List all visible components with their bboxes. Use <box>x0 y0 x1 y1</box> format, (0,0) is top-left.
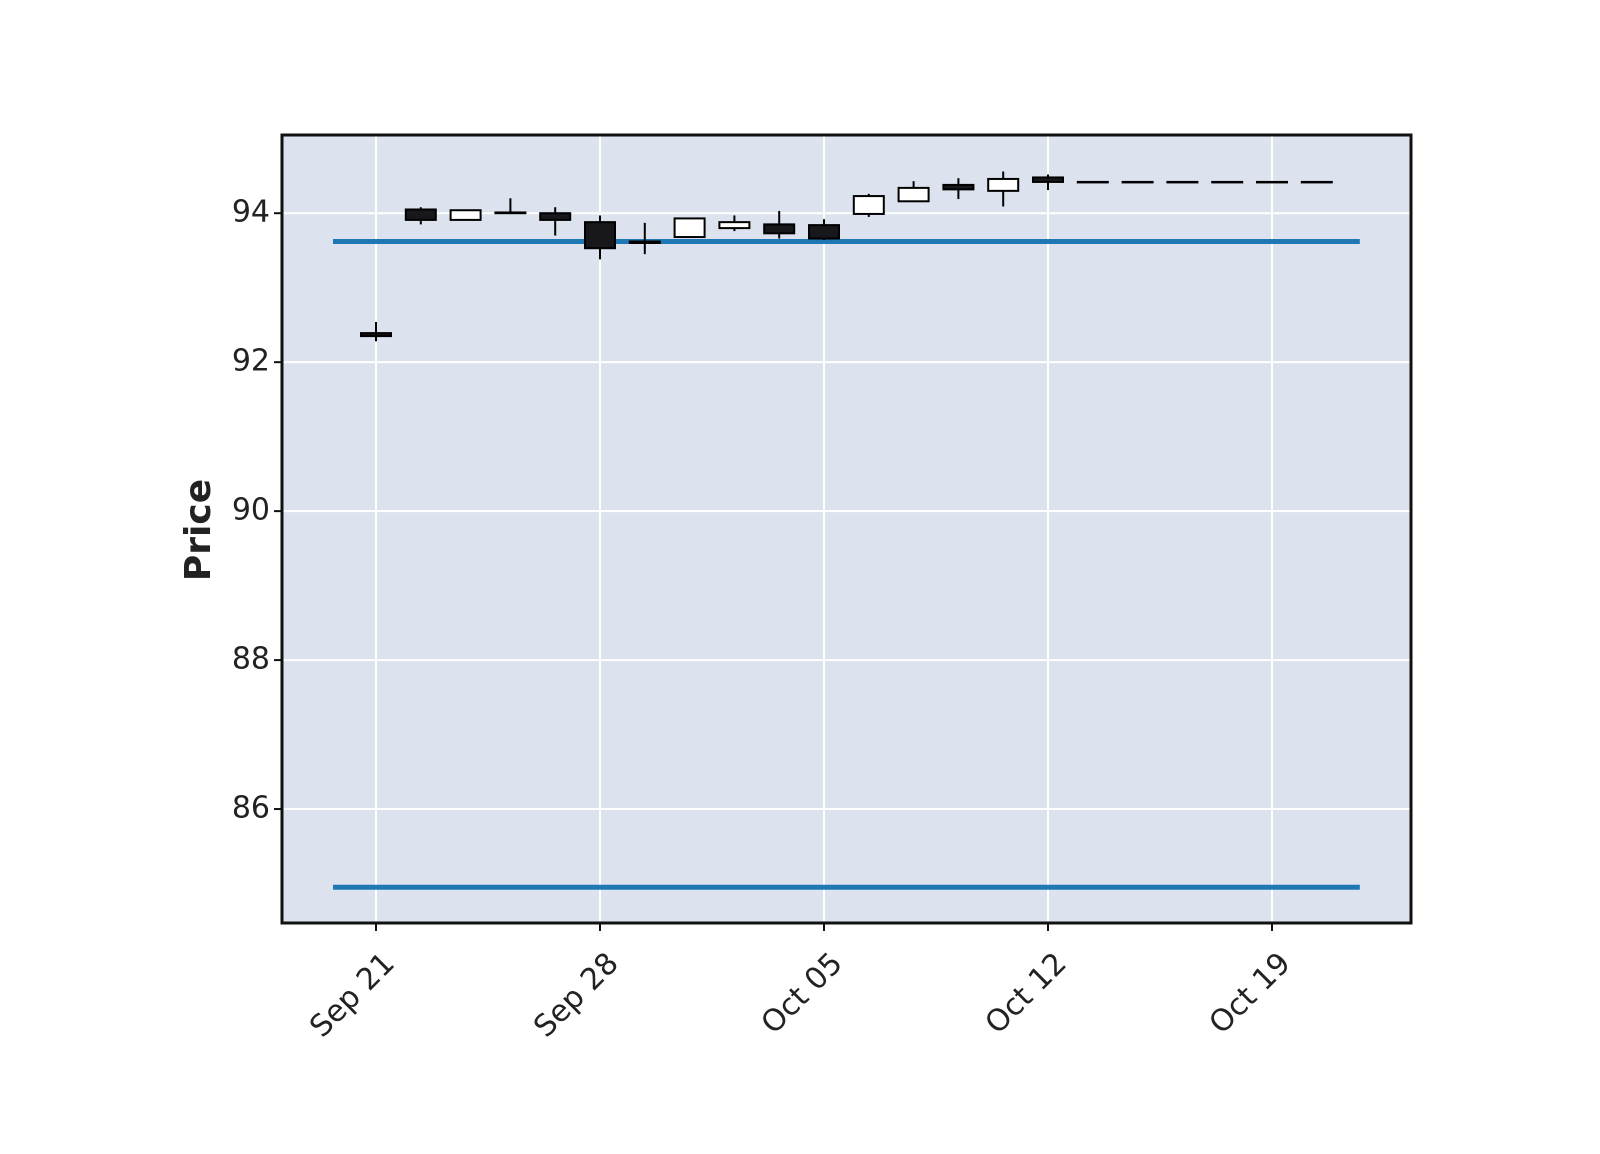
y-axis-label: Price <box>178 479 219 581</box>
y-tick-label: 88 <box>232 642 270 677</box>
plot-frame <box>280 133 1413 925</box>
candle-body <box>1256 180 1288 184</box>
candle-body <box>942 183 975 191</box>
x-tick-label: Oct 05 <box>754 946 849 1041</box>
candle-body <box>628 240 661 244</box>
y-tick-label: 92 <box>232 344 270 379</box>
x-tick-label: Oct 12 <box>978 946 1073 1041</box>
candle-body <box>763 223 796 235</box>
candle-body <box>360 332 392 338</box>
plot-area <box>282 135 1411 923</box>
marks <box>332 171 1360 890</box>
candle-body <box>1032 176 1064 183</box>
candle-body <box>718 221 751 230</box>
candle-body <box>1121 180 1154 184</box>
candle-body <box>897 186 930 203</box>
candle-body <box>673 217 706 239</box>
x-tick-label: Sep 21 <box>303 946 401 1044</box>
candle-body <box>1166 180 1199 184</box>
x-tick-label: Sep 28 <box>527 946 625 1044</box>
candle-body <box>449 209 482 221</box>
candle-body <box>1076 180 1109 184</box>
candle-body <box>494 211 527 215</box>
candle-body <box>1211 180 1244 184</box>
candle-body <box>584 221 616 250</box>
y-tick-label: 86 <box>232 791 270 826</box>
candle-body <box>987 177 1020 192</box>
x-tick-label: Oct 19 <box>1202 946 1297 1041</box>
y-tick-label: 94 <box>232 195 270 230</box>
candle-body <box>808 224 840 240</box>
candle-body <box>1300 180 1333 184</box>
candle-body <box>404 208 437 221</box>
y-tick-label: 90 <box>232 493 270 528</box>
candle-body <box>539 212 572 221</box>
candle-body <box>852 195 885 215</box>
